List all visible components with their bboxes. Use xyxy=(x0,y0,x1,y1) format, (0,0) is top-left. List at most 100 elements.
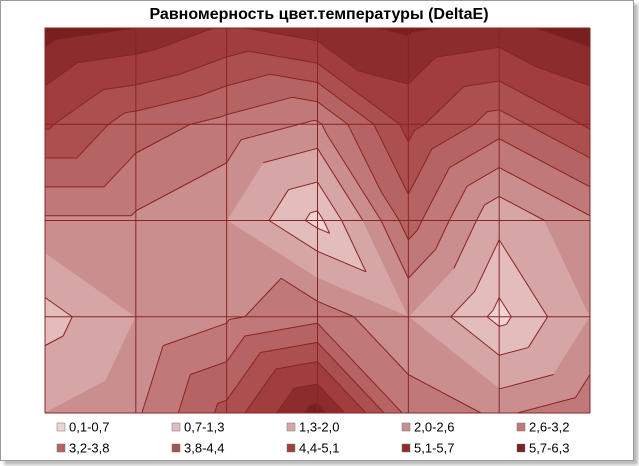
legend-label: 1,3-2,0 xyxy=(299,419,339,434)
contour-line xyxy=(476,204,485,221)
contour-line xyxy=(268,189,289,221)
contour-line xyxy=(135,181,191,212)
contour-line xyxy=(498,297,512,318)
contour-line xyxy=(179,56,227,75)
legend-swatch xyxy=(286,422,296,432)
contour-line xyxy=(317,181,343,221)
legend-label: 5,1-5,7 xyxy=(414,440,454,455)
contour-line xyxy=(248,50,318,64)
legend-swatch xyxy=(56,422,66,432)
contour-line xyxy=(49,123,55,130)
legend-label: 2,6-3,2 xyxy=(529,419,569,434)
contour-line xyxy=(317,148,364,221)
contour-band xyxy=(44,215,137,221)
contour-line xyxy=(44,62,78,87)
contour-line xyxy=(135,143,155,154)
contour-line xyxy=(535,27,591,48)
contour-line xyxy=(453,220,477,269)
contour-line xyxy=(408,374,482,414)
contour-line xyxy=(486,309,494,318)
contour-line xyxy=(294,383,318,389)
contour-line xyxy=(135,95,200,112)
contour-line xyxy=(135,48,157,55)
contour-line xyxy=(499,374,554,390)
contour-line xyxy=(527,316,549,348)
contour-line xyxy=(450,316,500,356)
contour-line xyxy=(486,316,500,327)
contour-line xyxy=(280,277,318,302)
legend-label: 0,7-1,3 xyxy=(184,419,224,434)
contour-line xyxy=(526,123,591,159)
contour-line xyxy=(353,316,409,375)
contour-line xyxy=(317,227,330,234)
grid xyxy=(44,27,591,414)
legend-swatch xyxy=(171,443,181,453)
contour-line xyxy=(226,352,261,401)
legend-label: 5,7-6,3 xyxy=(529,440,569,455)
legend-label: 0,1-0,7 xyxy=(69,419,109,434)
contour-line xyxy=(487,109,500,113)
contour-line xyxy=(214,403,219,414)
contour-line xyxy=(162,322,227,347)
contour-line xyxy=(421,167,450,221)
contour-line xyxy=(449,138,500,169)
contour-line xyxy=(44,297,73,318)
legend-swatch xyxy=(516,422,526,432)
legend-swatch xyxy=(56,443,66,453)
contour-line xyxy=(309,402,318,406)
legend-label: 2,0-2,6 xyxy=(414,419,454,434)
contour-line xyxy=(399,124,409,142)
legend-swatch xyxy=(516,443,526,453)
contour-line xyxy=(317,120,323,125)
contour-line xyxy=(341,220,367,273)
contour-line xyxy=(498,239,549,318)
contour-line xyxy=(413,123,426,131)
contour-line xyxy=(317,322,403,414)
legend-label: 3,8-4,4 xyxy=(184,440,224,455)
contour-line xyxy=(321,124,328,135)
contour-line xyxy=(275,361,318,370)
contour-line xyxy=(412,27,439,33)
contour-line xyxy=(317,342,385,414)
contour-line xyxy=(466,167,500,187)
contour-line xyxy=(326,133,382,221)
contour-line xyxy=(498,167,582,212)
contour-line xyxy=(407,249,436,279)
contour-line xyxy=(407,130,415,142)
contour-line xyxy=(580,123,591,130)
contour-line xyxy=(226,96,293,116)
contour-line xyxy=(190,162,227,183)
contour-line xyxy=(124,110,136,114)
contour-line xyxy=(291,96,318,103)
contour-line xyxy=(347,124,382,192)
contour-line xyxy=(498,80,582,125)
contour-line xyxy=(276,387,295,414)
contour-line xyxy=(317,250,367,273)
contour-line xyxy=(190,361,227,375)
contour-line xyxy=(103,152,137,188)
contour-line xyxy=(499,347,529,356)
legend-swatch xyxy=(401,443,411,453)
contour-line xyxy=(226,139,242,164)
legend: 0,1-0,7 0,7-1,3 1,3-2,0 2,0-2,6 2,6-3,2 3,2-3… xyxy=(56,419,569,455)
chart-title: Равномерность цвет.температуры (DeltaE) xyxy=(149,6,488,23)
contour-line xyxy=(241,123,300,141)
contour-line xyxy=(244,322,318,337)
contour-line xyxy=(317,361,367,414)
contour-line xyxy=(53,89,104,125)
contour-line xyxy=(268,220,318,252)
contour-line xyxy=(448,186,468,221)
contour-line xyxy=(313,119,318,122)
contour-line xyxy=(463,80,500,88)
contour-line xyxy=(288,181,318,191)
contour-line xyxy=(373,124,409,195)
legend-swatch xyxy=(171,422,181,432)
contour-line xyxy=(435,46,500,58)
contour-line xyxy=(270,73,318,84)
contour-line xyxy=(226,335,246,362)
contour-line xyxy=(398,220,409,240)
contour-line xyxy=(262,147,318,164)
contour-line xyxy=(517,397,576,414)
contour-line xyxy=(474,239,500,292)
